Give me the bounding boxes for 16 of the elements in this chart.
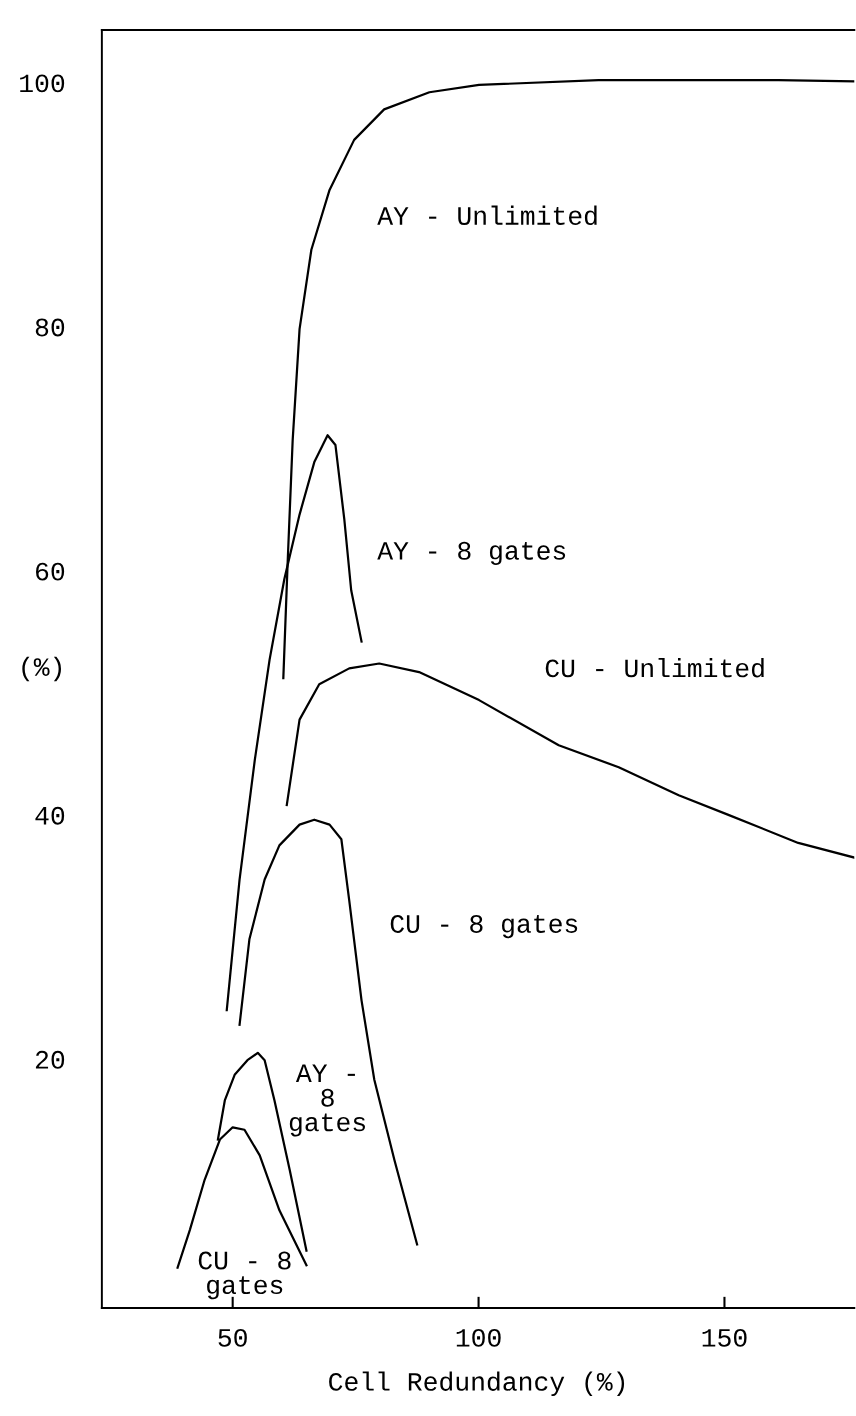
y-tick-label: 20 <box>35 1050 65 1069</box>
series-label: CU - Unlimited <box>545 657 764 678</box>
y-axis-title: (%) <box>22 656 61 682</box>
series-label: AY - Unlimited <box>377 205 597 226</box>
x-tick-label: 100 <box>456 1328 501 1347</box>
x-tick-label: 150 <box>702 1328 747 1347</box>
x-axis-title: Cell Redundancy (%) <box>329 1371 625 1397</box>
series-label: CU - 8 gates <box>198 1251 291 1300</box>
y-tick-label: 80 <box>35 318 65 337</box>
y-tick-label: 60 <box>36 562 65 581</box>
series-label: CU - 8 gates <box>390 915 578 939</box>
x-tick-label: 50 <box>218 1328 247 1347</box>
series-label: AY - 8 gates <box>289 1064 365 1137</box>
series-label: AY - 8 gates <box>377 541 566 565</box>
y-tick-label: 40 <box>35 806 65 825</box>
y-tick-label: 100 <box>20 74 65 93</box>
